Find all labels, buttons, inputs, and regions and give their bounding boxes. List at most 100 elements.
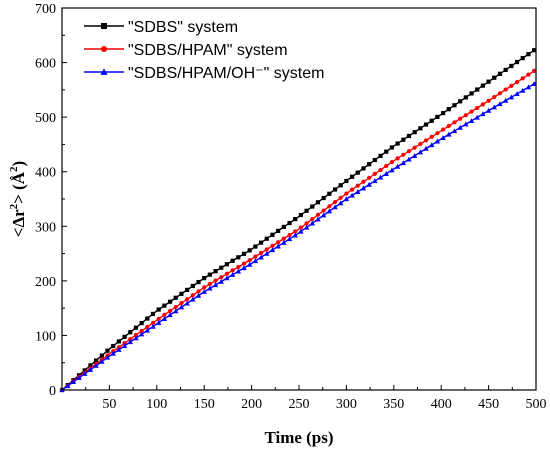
- x-tick-label: 450: [478, 397, 499, 412]
- data-point: [275, 243, 281, 249]
- data-point: [497, 71, 503, 76]
- data-point: [185, 287, 190, 293]
- data-point: [258, 240, 264, 245]
- data-point: [184, 300, 190, 306]
- data-point: [190, 296, 196, 302]
- data-point: [520, 55, 525, 61]
- data-point: [355, 189, 361, 194]
- data-point: [116, 339, 121, 344]
- data-point: [116, 347, 122, 352]
- data-point: [310, 216, 315, 222]
- data-point: [355, 170, 360, 175]
- x-tick-label: 500: [526, 397, 547, 412]
- data-point: [525, 84, 532, 90]
- data-point: [526, 52, 531, 57]
- data-point: [150, 311, 156, 317]
- data-point: [367, 162, 372, 167]
- data-point: [508, 94, 515, 100]
- data-point: [264, 236, 269, 241]
- data-point: [389, 167, 395, 173]
- data-point: [100, 68, 108, 75]
- data-point: [121, 343, 128, 349]
- data-point: [247, 261, 253, 267]
- y-tick-label: 100: [35, 329, 56, 344]
- data-point: [355, 183, 360, 188]
- data-point: [101, 46, 107, 52]
- data-point: [258, 254, 264, 260]
- data-point: [202, 276, 207, 281]
- data-point: [144, 327, 151, 333]
- data-point: [270, 232, 275, 237]
- data-point: [145, 316, 150, 321]
- x-tick-label: 250: [289, 397, 310, 412]
- data-point: [457, 124, 463, 130]
- data-point: [281, 236, 286, 241]
- data-point: [207, 281, 212, 287]
- data-point: [332, 187, 338, 192]
- data-point: [309, 220, 315, 226]
- data-point: [446, 123, 451, 129]
- data-point: [423, 122, 429, 127]
- data-point: [76, 375, 82, 380]
- data-point: [446, 131, 452, 137]
- data-point: [423, 138, 429, 143]
- data-point: [344, 178, 349, 184]
- data-point: [241, 261, 247, 266]
- data-point: [417, 149, 424, 155]
- data-point: [127, 339, 133, 345]
- data-point: [195, 292, 202, 298]
- data-point: [514, 80, 520, 85]
- data-point: [110, 350, 116, 356]
- data-point: [173, 304, 178, 310]
- data-point: [276, 240, 281, 245]
- data-point: [304, 208, 309, 213]
- data-point: [502, 97, 509, 103]
- data-point: [185, 297, 190, 302]
- legend: "SDBS" system "SDBS/HPAM" system "SDBS/HPA…: [84, 19, 324, 82]
- data-point: [395, 141, 400, 146]
- data-point: [332, 199, 338, 205]
- data-point: [207, 272, 212, 277]
- y-tick-label: 600: [35, 57, 56, 72]
- data-point: [167, 299, 173, 304]
- x-tick-label: 300: [336, 397, 357, 412]
- data-point: [219, 265, 224, 270]
- data-point: [105, 348, 110, 353]
- x-tick-label: 350: [383, 397, 404, 412]
- data-point: [236, 264, 241, 270]
- data-point: [286, 236, 293, 242]
- data-point: [520, 87, 526, 93]
- data-point: [236, 255, 241, 260]
- data-point: [361, 179, 366, 184]
- data-point: [389, 160, 395, 165]
- data-point: [320, 212, 327, 218]
- data-point: [213, 269, 218, 274]
- data-point: [418, 141, 423, 147]
- data-point: [139, 320, 144, 326]
- data-point: [276, 228, 281, 233]
- data-point: [122, 334, 127, 339]
- data-point: [235, 268, 242, 274]
- data-point: [212, 282, 219, 288]
- data-point: [463, 95, 468, 100]
- y-tick-label: 700: [35, 2, 56, 17]
- data-point: [367, 175, 372, 180]
- data-point: [395, 156, 400, 161]
- y-tick-label: 300: [35, 220, 56, 235]
- data-point: [401, 152, 406, 157]
- x-tick-label: 100: [146, 397, 167, 412]
- data-point: [429, 142, 435, 148]
- data-point: [70, 379, 77, 385]
- data-point: [156, 307, 161, 312]
- data-point: [93, 362, 99, 368]
- data-point: [298, 225, 303, 230]
- data-point: [190, 293, 195, 298]
- data-point: [229, 272, 236, 277]
- data-point: [532, 68, 537, 74]
- data-point: [64, 383, 71, 389]
- data-point: [509, 83, 514, 88]
- legend-item-2: "SDBS/HPAM" system: [84, 42, 288, 59]
- data-point: [155, 319, 162, 325]
- data-point: [179, 291, 184, 296]
